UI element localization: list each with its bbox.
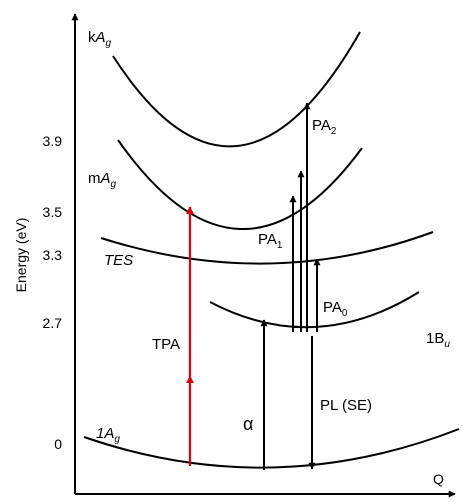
pa0-label: PA0 [323,299,348,319]
tick-label-3.9: 3.9 [43,133,63,149]
tick-label-2.7: 2.7 [43,315,63,331]
tick-label-3.3: 3.3 [43,247,63,263]
pl-label: PL (SE) [320,397,372,414]
state-label-1Ag: 1Ag [96,425,120,445]
state-label-mAg: mAg [88,170,117,190]
state-label-1Bu: 1Bu [426,330,450,350]
curve-kAg [112,31,361,148]
curve-1Bu [209,291,420,329]
alpha-label: α [243,414,253,434]
pa2-label: PA2 [312,117,337,137]
y-axis-label: Energy (eV) [13,218,29,293]
curve-tes [100,231,434,265]
tpa-label: TPA [152,336,180,353]
state-label-tes: TES [104,252,133,269]
x-axis-label: Q [433,471,444,487]
curve-1Ag [83,428,460,469]
pa1-label: PA1 [258,231,283,251]
tick-label-0: 0 [54,436,62,452]
state-label-kAg: kAg [88,29,112,49]
tick-label-3.5: 3.5 [43,204,63,220]
curve-mAg [117,139,363,230]
